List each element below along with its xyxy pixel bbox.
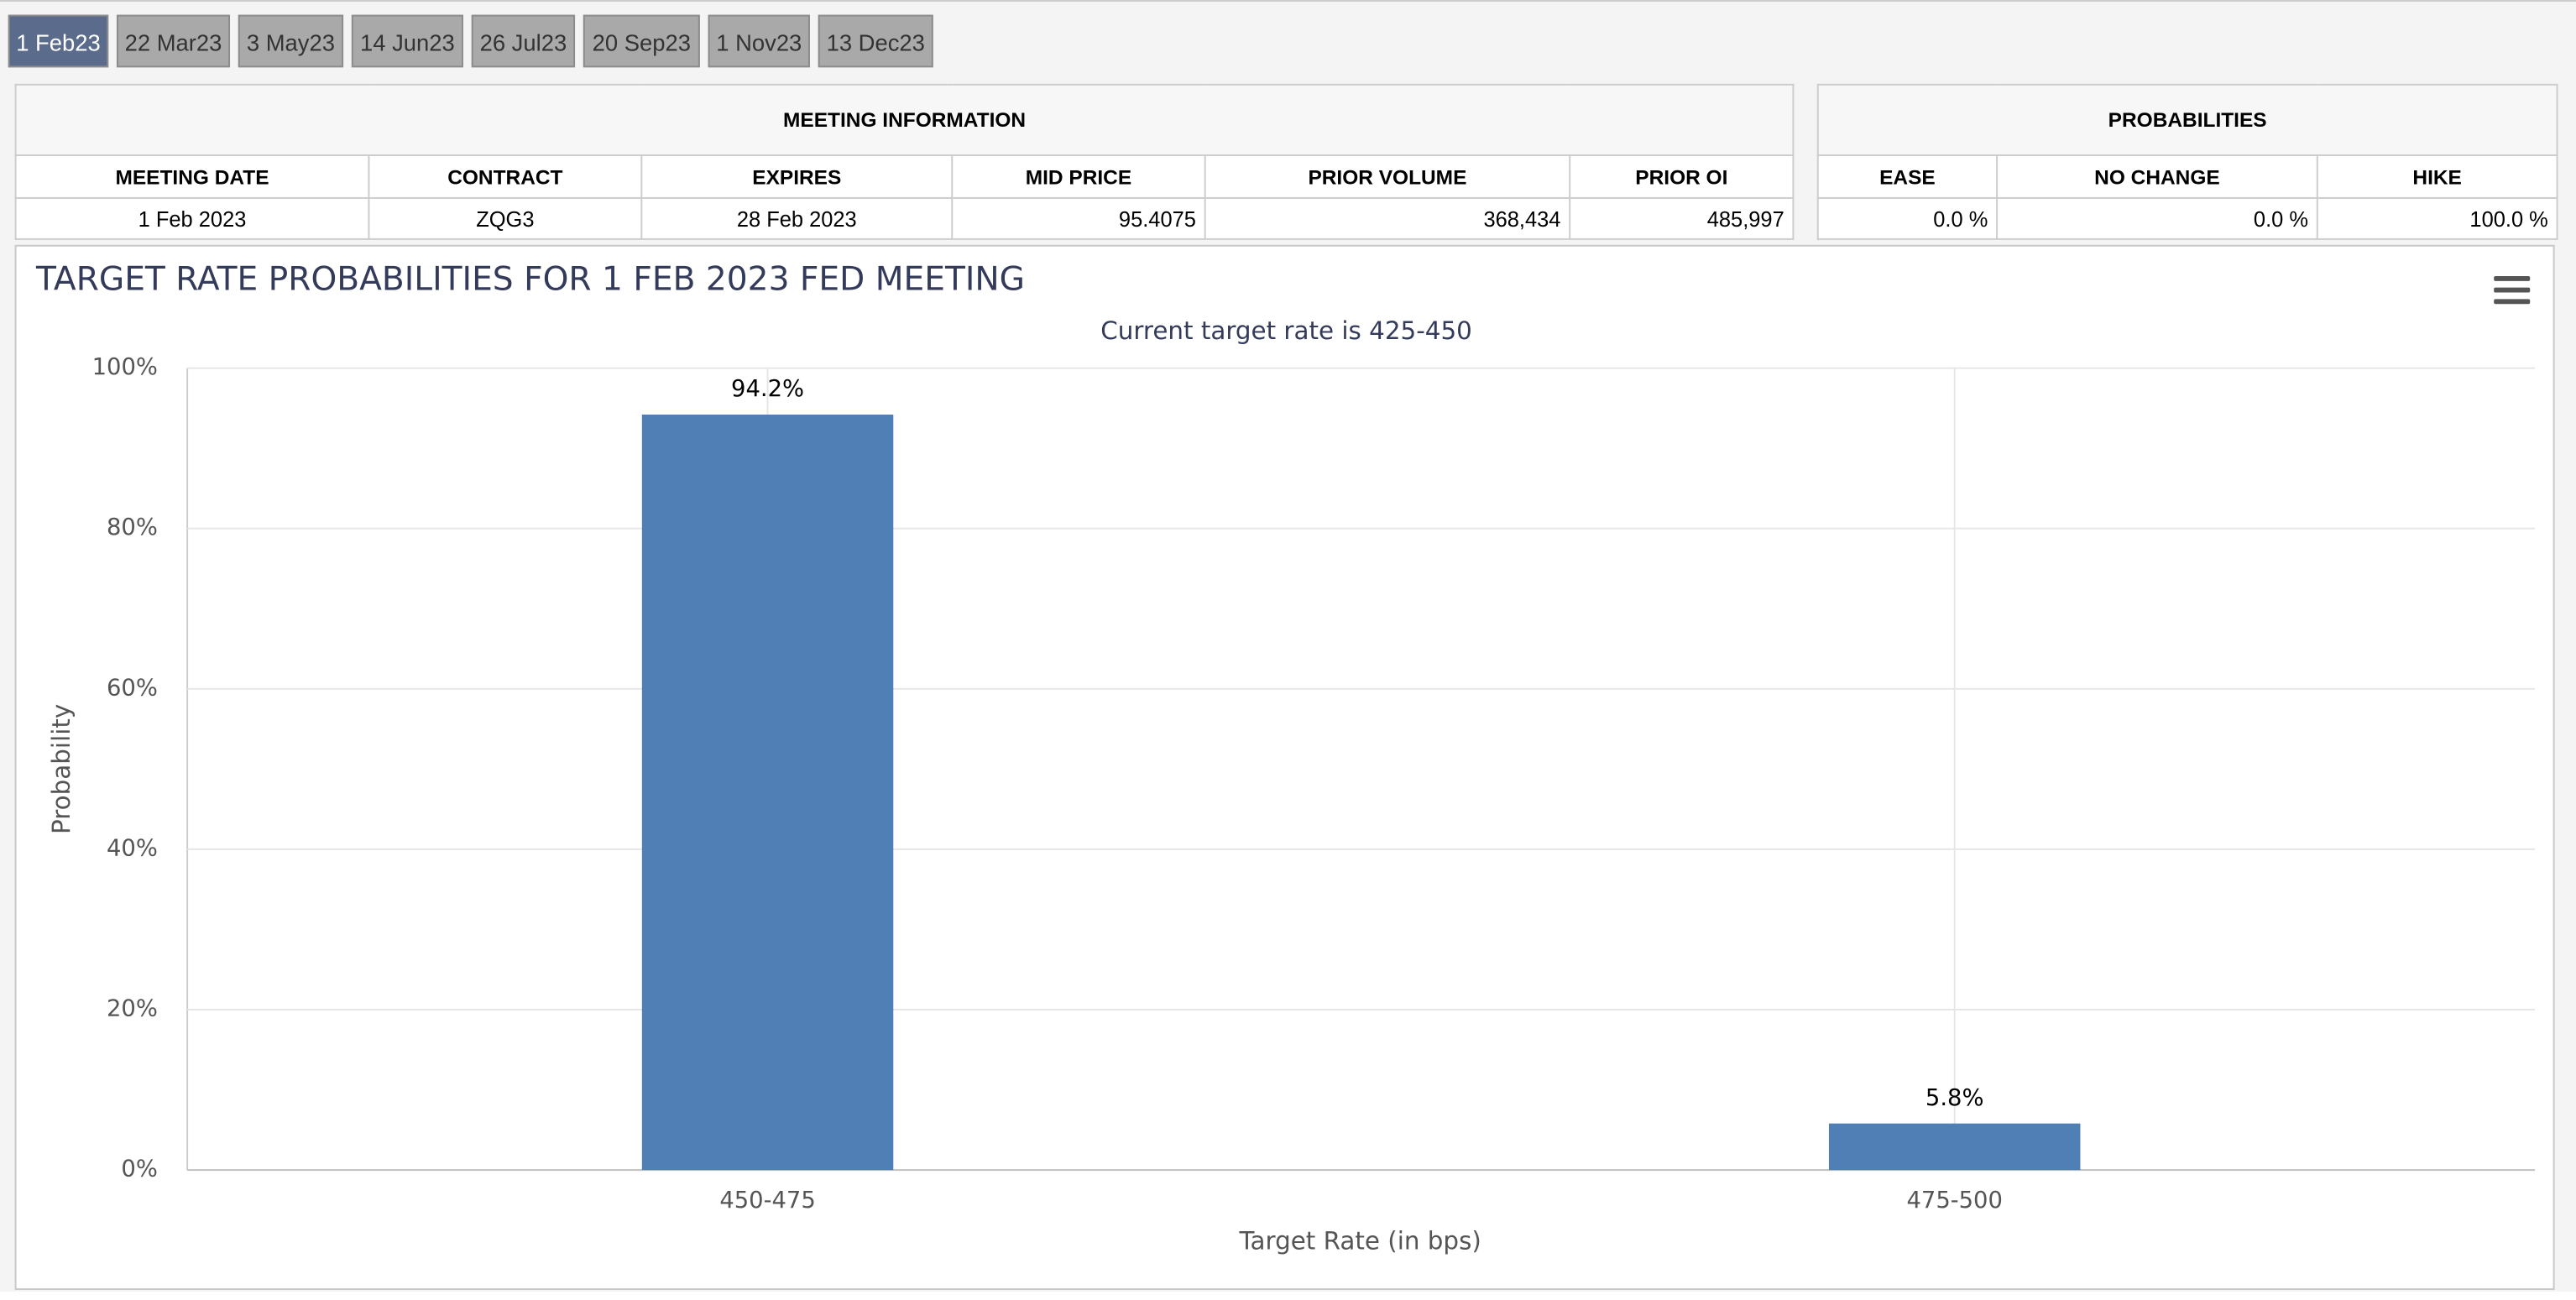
data-label: 94.2% [731, 376, 804, 402]
cell: 485,997 [1569, 196, 1795, 240]
tab[interactable]: 26 Jul23 [471, 14, 576, 68]
data-row: 0.0 % 0.0 % 100.0 % [1816, 196, 2558, 240]
bar [641, 415, 894, 1171]
chart-subtitle: Current target rate is 425-450 [1100, 316, 1472, 345]
column-header: PRIOR VOLUME [1204, 154, 1571, 199]
tab[interactable]: 20 Sep23 [583, 14, 700, 68]
chart-title: TARGET RATE PROBABILITIES FOR 1 FEB 2023… [35, 260, 1025, 298]
chart-panel: TARGET RATE PROBABILITIES FOR 1 FEB 2023… [14, 244, 2555, 1291]
column-header: NO CHANGE [1996, 154, 2318, 199]
chart: TARGET RATE PROBABILITIES FOR 1 FEB 2023… [35, 260, 2536, 1256]
y-tick-label: 80% [107, 514, 158, 540]
cell: 1 Feb 2023 [14, 196, 370, 240]
column-header: EASE [1816, 154, 1999, 199]
table-title: MEETING INFORMATION [14, 83, 1795, 157]
cell: ZQG3 [368, 196, 643, 240]
column-header: HIKE [2316, 154, 2558, 199]
cell: 95.4075 [951, 196, 1206, 240]
data-row: 1 Feb 2023 ZQG3 28 Feb 2023 95.4075 368,434 4… [14, 196, 1795, 240]
column-header: CONTRACT [368, 154, 643, 199]
caption-row: PROBABILITIES [1816, 83, 2558, 157]
meeting-table: MEETING INFORMATION MEETING DATE CONTRACT E… [14, 83, 1795, 240]
x-tick-label: 475-500 [1906, 1188, 2002, 1214]
tab[interactable]: 22 Mar23 [116, 14, 231, 68]
y-tick-label: 20% [107, 995, 158, 1021]
cell: 28 Feb 2023 [640, 196, 954, 240]
tab[interactable]: 1 Feb23 [8, 14, 109, 68]
probabilities-table: PROBABILITIES EASE NO CHANGE HIKE 0.0 % 0.0 %… [1816, 83, 2558, 240]
column-header: MID PRICE [951, 154, 1206, 199]
cell: 0.0 % [1996, 196, 2318, 240]
tab[interactable]: 3 May23 [238, 14, 344, 68]
y-tick-label: 100% [92, 354, 158, 380]
column-header: PRIOR OI [1569, 154, 1795, 199]
tab[interactable]: 13 Dec23 [818, 14, 933, 68]
column-header: EXPIRES [640, 154, 954, 199]
cell: 0.0 % [1816, 196, 1999, 240]
table-title: PROBABILITIES [1816, 83, 2558, 157]
y-tick-label: 0% [121, 1156, 157, 1183]
data-label: 5.8% [1925, 1085, 1984, 1111]
x-tick-label: 450-475 [719, 1188, 815, 1214]
header-row: MEETING DATE CONTRACT EXPIRES MID PRICE PRIO… [14, 154, 1795, 199]
tab[interactable]: 14 Jun23 [351, 14, 463, 68]
cell: 368,434 [1204, 196, 1571, 240]
cell: 100.0 % [2316, 196, 2558, 240]
y-tick-label: 60% [107, 675, 158, 701]
y-tick-label: 40% [107, 835, 158, 861]
x-axis-title: Target Rate (in bps) [1238, 1227, 1481, 1256]
bar [1828, 1123, 2081, 1171]
tab[interactable]: 1 Nov23 [708, 14, 810, 68]
caption-row: MEETING INFORMATION [14, 83, 1795, 157]
y-axis-title: Probability [47, 704, 76, 834]
column-header: MEETING DATE [14, 154, 370, 199]
menu-button[interactable] [2494, 275, 2531, 305]
header-row: EASE NO CHANGE HIKE [1816, 154, 2558, 199]
